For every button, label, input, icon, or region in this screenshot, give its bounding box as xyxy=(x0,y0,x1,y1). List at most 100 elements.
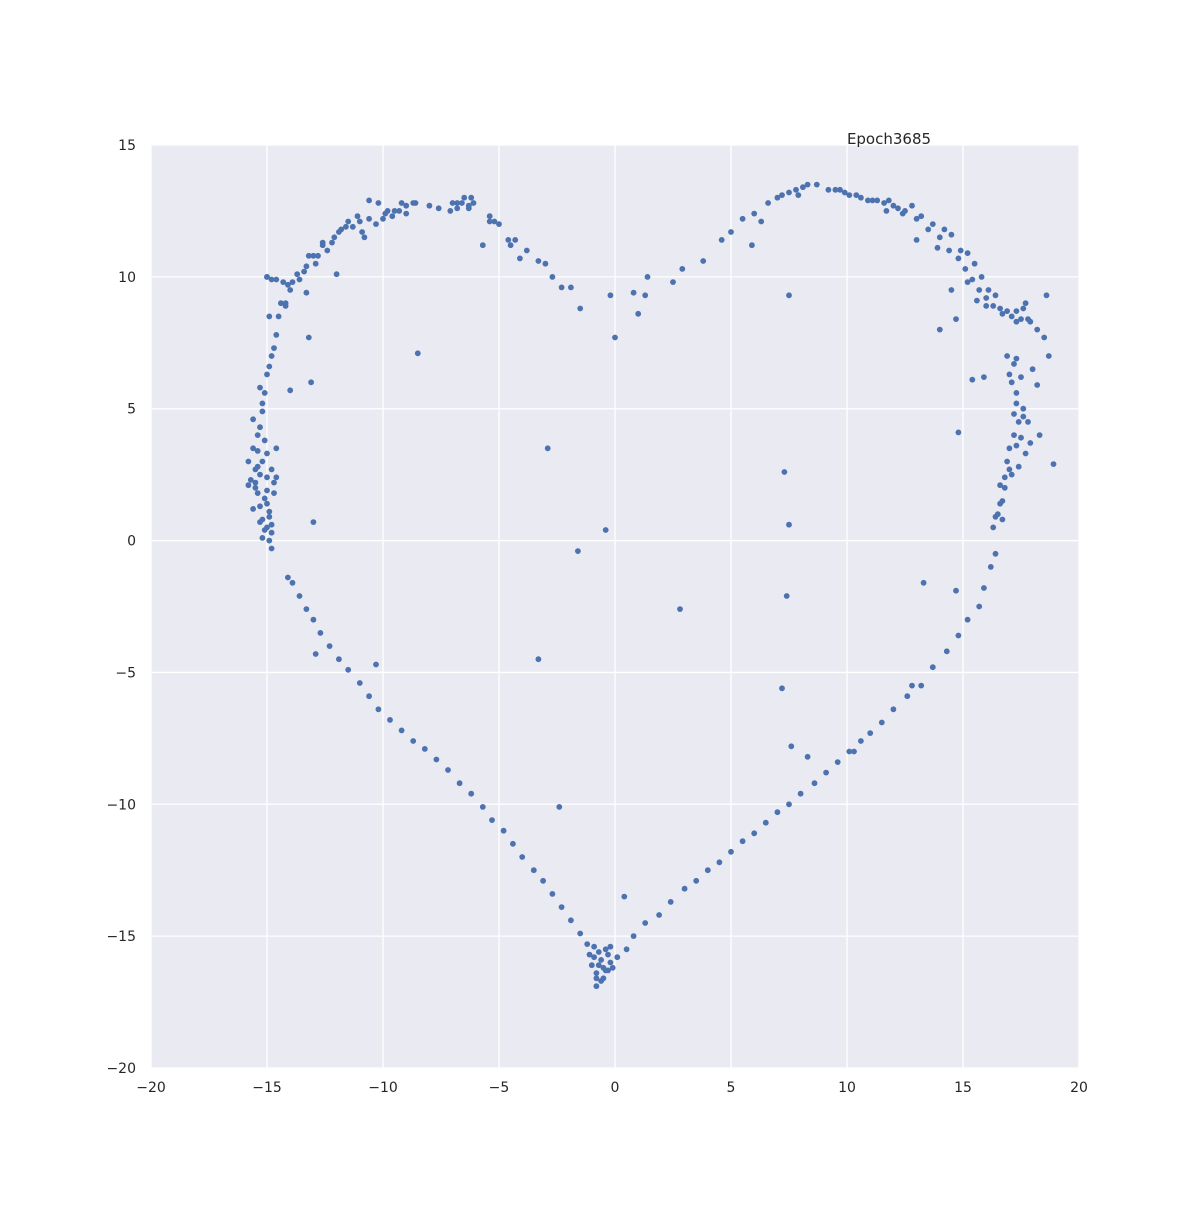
scatter-point xyxy=(449,200,456,206)
scatter-point xyxy=(510,840,516,847)
scatter-point xyxy=(1008,379,1015,386)
scatter-point xyxy=(1036,432,1043,438)
scatter-point xyxy=(264,487,270,494)
scatter-point xyxy=(268,466,275,473)
scatter-point xyxy=(602,946,609,953)
scatter-point xyxy=(913,237,920,243)
scatter-point xyxy=(883,208,890,214)
scatter-point xyxy=(588,962,595,969)
scatter-point xyxy=(800,184,806,191)
scatter-point xyxy=(250,506,256,512)
scatter-point xyxy=(254,448,261,454)
scatter-point xyxy=(677,606,683,612)
scatter-point xyxy=(326,643,333,649)
scatter-point xyxy=(964,250,971,256)
scatter-point xyxy=(758,218,765,225)
scatter-point xyxy=(656,912,662,918)
scatter-point xyxy=(936,326,943,333)
scatter-point xyxy=(853,192,860,199)
scatter-point xyxy=(454,200,461,206)
scatter-point xyxy=(461,194,468,201)
scatter-point xyxy=(433,756,440,763)
scatter-point xyxy=(398,200,405,206)
scatter-point xyxy=(549,274,556,280)
x-tick-label: 15 xyxy=(954,1080,972,1096)
scatter-point xyxy=(1001,484,1008,491)
scatter-point xyxy=(317,630,324,636)
scatter-point xyxy=(779,192,785,199)
scatter-point xyxy=(345,666,352,673)
scatter-point xyxy=(797,790,804,797)
scatter-point xyxy=(275,313,282,320)
scatter-point xyxy=(598,957,604,963)
scatter-point xyxy=(607,292,614,299)
scatter-point xyxy=(679,266,686,272)
scatter-point xyxy=(1025,316,1031,322)
scatter-point xyxy=(630,933,637,939)
scatter-point xyxy=(459,200,465,206)
scatter-point xyxy=(384,208,391,214)
scatter-point xyxy=(496,221,502,228)
scatter-point xyxy=(874,197,881,204)
scatter-point xyxy=(507,242,514,249)
scatter-point xyxy=(813,181,820,188)
y-tick-label: −10 xyxy=(106,797,136,813)
x-tick-label: −5 xyxy=(489,1080,510,1096)
scatter-point xyxy=(1043,292,1050,299)
scatter-point xyxy=(530,867,537,874)
scatter-point xyxy=(1011,411,1017,417)
scatter-point xyxy=(1004,353,1010,359)
scatter-point xyxy=(1011,432,1017,438)
scatter-point xyxy=(1013,442,1020,449)
scatter-point xyxy=(858,738,864,744)
scatter-point xyxy=(992,550,999,557)
scatter-point xyxy=(486,218,493,225)
scatter-point xyxy=(454,205,461,212)
scatter-point xyxy=(765,200,771,206)
scatter-point xyxy=(366,197,372,204)
scatter-point xyxy=(990,303,997,309)
scatter-point xyxy=(969,376,976,383)
scatter-point xyxy=(266,513,273,520)
scatter-point xyxy=(890,202,897,209)
scatter-point xyxy=(955,429,962,436)
scatter-point xyxy=(308,379,314,386)
scatter-point xyxy=(505,237,512,243)
scatter-point xyxy=(387,717,393,723)
scatter-point xyxy=(1034,382,1041,388)
scatter-point xyxy=(336,656,342,663)
scatter-point xyxy=(426,202,433,209)
scatter-point xyxy=(834,759,841,765)
scatter-point xyxy=(1001,474,1008,481)
scatter-point xyxy=(512,237,519,243)
scatter-point xyxy=(356,218,363,225)
scatter-point xyxy=(264,274,270,280)
scatter-point xyxy=(593,975,600,982)
scatter-point xyxy=(447,208,454,214)
scatter-point xyxy=(869,197,876,204)
scatter-point xyxy=(600,975,607,982)
scatter-point xyxy=(804,181,811,188)
scatter-point xyxy=(751,830,758,837)
scatter-point xyxy=(301,268,307,275)
scatter-point xyxy=(997,305,1003,312)
scatter-point xyxy=(630,289,637,296)
scatter-point xyxy=(804,753,811,760)
scatter-point xyxy=(491,218,498,225)
scatter-point xyxy=(271,490,277,496)
scatter-point xyxy=(273,445,280,452)
scatter-point xyxy=(373,661,379,668)
scatter-point xyxy=(470,200,477,206)
scatter-point xyxy=(718,237,725,243)
scatter-point xyxy=(268,529,275,536)
scatter-point xyxy=(250,445,256,452)
scatter-point xyxy=(1004,458,1010,465)
scatter-point xyxy=(595,962,602,969)
scatter-point xyxy=(976,603,983,610)
scatter-point xyxy=(1013,318,1020,325)
y-tick-label: −15 xyxy=(106,929,136,945)
scatter-point xyxy=(1045,353,1052,359)
scatter-point xyxy=(312,260,319,267)
